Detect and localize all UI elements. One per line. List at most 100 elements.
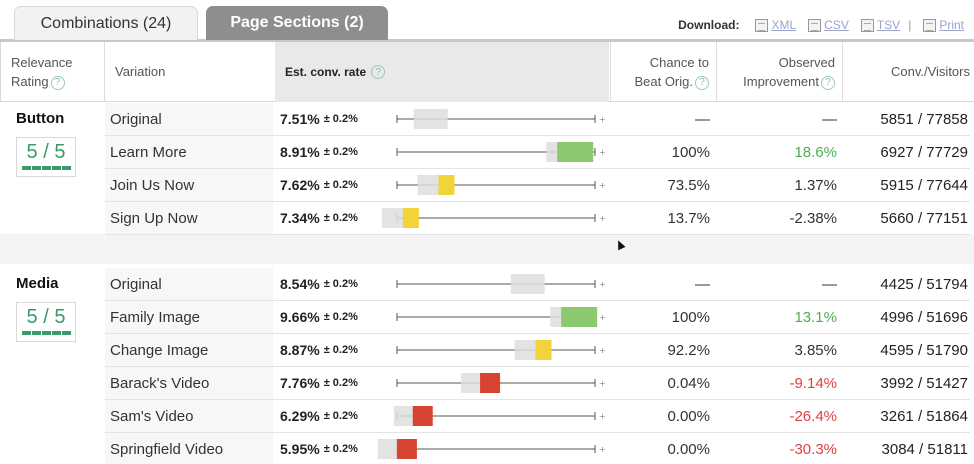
row-divider [105, 432, 970, 433]
rate-marker [402, 208, 419, 228]
rate-margin: ± 0.2% [323, 278, 358, 290]
help-icon[interactable]: ? [371, 65, 386, 79]
header-conv-label: Conv./Visitors [891, 64, 970, 80]
variation-name: Join Us Now [105, 169, 273, 201]
chance-to-beat: — [695, 275, 710, 293]
est-conv-rate: 7.51% ± 0.2% [280, 103, 380, 135]
table-row[interactable]: Springfield Video 5.95% ± 0.2% +0.00% -30.3%… [0, 433, 974, 464]
header-relevance-line2: Rating [11, 74, 49, 89]
table-row[interactable]: Original 8.54% ± 0.2% + — —4425 / 51794 [0, 268, 974, 301]
rating-value: 5 / 5 [26, 306, 66, 328]
chance-to-beat: 0.04% [667, 374, 710, 392]
confidence-bar: + [393, 301, 606, 333]
variation-name: Learn More [105, 136, 273, 168]
header-relevance: Relevance Rating? [11, 42, 101, 102]
interval-range [413, 109, 448, 129]
print-link[interactable]: Print [923, 18, 964, 32]
download-csv-link[interactable]: CSV [808, 18, 849, 32]
chance-to-beat: 100% [671, 143, 710, 161]
confidence-bar-svg: + [377, 439, 606, 459]
download-xml-link[interactable]: XML [755, 18, 796, 32]
chance-to-beat: 13.7% [667, 209, 710, 227]
confidence-bar-svg: + [381, 208, 606, 228]
header-est-conv-rate[interactable]: Est. conv. rate? [275, 42, 609, 102]
table-row[interactable]: Change Image 8.87% ± 0.2% +92.2% 3.85% 4595 /… [0, 334, 974, 367]
observed-improvement: -26.4% [789, 407, 837, 425]
conv-visitors: 6927 / 77729 [880, 143, 968, 161]
rate-value: 8.91% [280, 144, 320, 160]
rating-value: 5 / 5 [26, 141, 66, 163]
observed-improvement: 3.85% [794, 341, 837, 359]
column-divider [104, 42, 105, 102]
variation-name: Original [105, 103, 273, 135]
section-name-media: Media [16, 275, 59, 292]
table-row[interactable]: Sam's Video 6.29% ± 0.2% +0.00% -26.4% 3261 /… [0, 400, 974, 433]
chance-to-beat: 0.00% [667, 407, 710, 425]
printer-icon [923, 18, 937, 32]
confidence-bar-svg: + [396, 340, 606, 360]
table-row[interactable]: Sign Up Now 7.34% ± 0.2% +13.7% -2.38% 5660 /… [0, 202, 974, 235]
rate-margin: ± 0.2% [323, 344, 358, 356]
bar-axis-end: + [599, 412, 606, 421]
variation-name: Original [105, 268, 273, 300]
bar-axis-end: + [599, 445, 606, 454]
rate-marker [438, 175, 455, 195]
observed-improvement: — [822, 110, 837, 128]
row-divider [105, 234, 970, 235]
header-variation: Variation [115, 64, 166, 80]
header-conv-visitors: Conv./Visitors [846, 42, 970, 102]
column-divider [716, 42, 717, 102]
header-relevance-line1: Relevance [11, 54, 73, 70]
rate-margin: ± 0.2% [323, 179, 358, 191]
confidence-bar: + [393, 268, 606, 300]
table-row[interactable]: Barack's Video 7.76% ± 0.2% +0.04% -9.14% 399… [0, 367, 974, 400]
header-improvement: Observed Improvement? [719, 42, 835, 102]
help-icon[interactable]: ? [695, 75, 709, 90]
row-divider [105, 168, 970, 169]
bar-axis-end: + [599, 313, 606, 322]
table-row[interactable]: Family Image 9.66% ± 0.2% +100% 13.1% 4996 / … [0, 301, 974, 334]
rate-marker [561, 307, 598, 327]
observed-improvement: 18.6% [794, 143, 837, 161]
confidence-bar: + [393, 400, 606, 432]
section-name-button: Button [16, 110, 65, 127]
conv-visitors: 5851 / 77858 [880, 110, 968, 128]
help-icon[interactable]: ? [50, 75, 65, 90]
tab-combinations[interactable]: Combinations (24) [14, 6, 198, 40]
rate-marker [535, 340, 552, 360]
bar-axis-end: + [599, 214, 606, 223]
conv-visitors: 4595 / 51790 [880, 341, 968, 359]
header-est-label: Est. conv. rate [285, 65, 367, 79]
xml-file-icon [755, 18, 769, 32]
conv-visitors: 3084 / 51811 [881, 440, 968, 458]
rate-value: 5.95% [280, 441, 320, 457]
rate-margin: ± 0.2% [323, 311, 358, 323]
rate-value: 8.87% [280, 342, 320, 358]
download-tsv-link[interactable]: TSV [860, 18, 900, 32]
chance-to-beat: 92.2% [667, 341, 710, 359]
rate-value: 7.62% [280, 177, 320, 193]
tab-page-sections[interactable]: Page Sections (2) [206, 6, 388, 40]
table-row[interactable]: Original 7.51% ± 0.2% + — —5851 / 77858 [0, 103, 974, 136]
chance-to-beat: 0.00% [667, 440, 710, 458]
est-conv-rate: 7.34% ± 0.2% [280, 202, 380, 234]
rate-margin: ± 0.2% [323, 113, 358, 125]
download-xml-label: XML [771, 18, 797, 32]
bar-axis-end: + [599, 346, 606, 355]
rate-margin: ± 0.2% [323, 410, 358, 422]
rate-marker [396, 439, 417, 459]
rate-value: 7.34% [280, 210, 320, 226]
row-divider [105, 399, 970, 400]
est-conv-rate: 9.66% ± 0.2% [280, 301, 380, 333]
conv-visitors: 5915 / 77644 [880, 176, 968, 194]
download-label: Download: [678, 18, 740, 32]
rate-marker [412, 406, 433, 426]
observed-improvement: -9.14% [789, 374, 837, 392]
table-row[interactable]: Join Us Now 7.62% ± 0.2% +73.5% 1.37% 5915 / … [0, 169, 974, 202]
table-row[interactable]: Learn More 8.91% ± 0.2% +100% 18.6% 6927 / 77… [0, 136, 974, 169]
est-conv-rate: 5.95% ± 0.2% [280, 433, 380, 464]
confidence-bar: + [393, 169, 606, 201]
relevance-rating: 5 / 5 [16, 137, 76, 177]
conv-visitors: 5660 / 77151 [880, 209, 968, 227]
help-icon[interactable]: ? [821, 75, 835, 90]
